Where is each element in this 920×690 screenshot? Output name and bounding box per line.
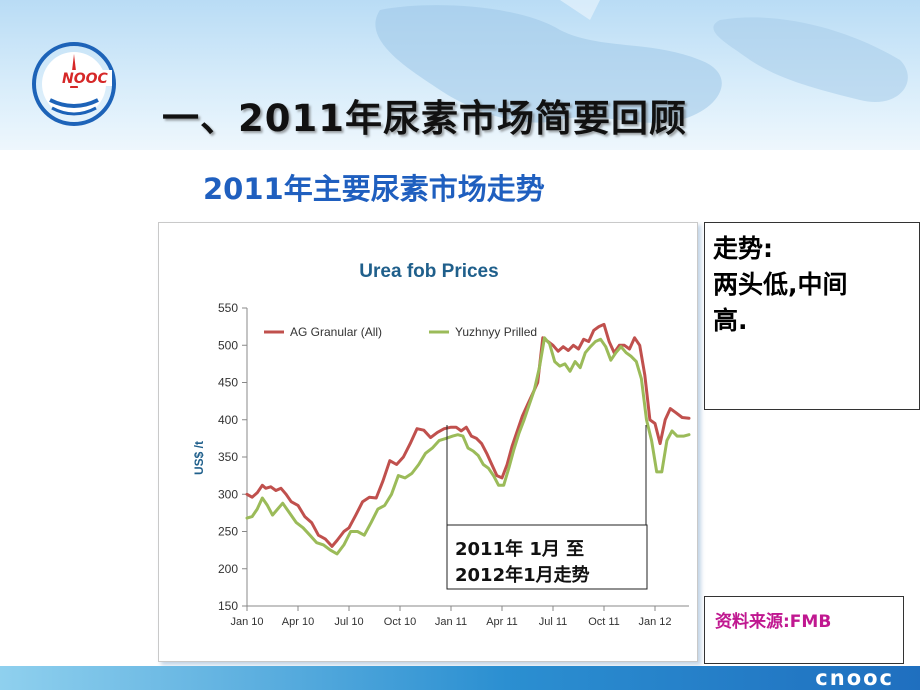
trend-line-1: 走势: (713, 234, 773, 263)
footer-logo: cnooc (815, 666, 894, 690)
y-tick-label: 450 (218, 376, 238, 390)
trend-line-2: 两头低,中间 (713, 270, 848, 299)
logo-text: NOOC (62, 71, 109, 87)
series-line-ag-granular (245, 322, 691, 548)
y-tick-label: 250 (218, 525, 238, 539)
legend-label-ag: AG Granular (All) (290, 325, 382, 339)
chart-panel: Urea fob Prices US$ /t 150 200 250 300 350 40… (158, 222, 698, 662)
world-map-background (375, 0, 908, 123)
x-tick-label: Oct 10 (384, 616, 416, 628)
section-subtitle: 2011年主要尿素市场走势 (203, 172, 545, 206)
footer-bar: cnooc (0, 666, 920, 690)
x-tick-label: Oct 11 (588, 616, 620, 628)
x-tick-label: Jul 10 (334, 616, 363, 628)
y-tick-label: 350 (218, 450, 238, 464)
y-tick-label: 400 (218, 413, 238, 427)
series-layer (245, 322, 691, 556)
y-tick-label: 200 (218, 562, 238, 576)
urea-price-chart: Urea fob Prices US$ /t 150 200 250 300 350 40… (192, 261, 691, 628)
y-axis-label: US$ /t (192, 441, 206, 475)
annotation-box (446, 524, 648, 590)
x-tick-label: Jul 11 (539, 616, 568, 628)
slide-header: NOOC 一、2011年尿素市场简要回顾 (0, 0, 920, 150)
x-tick-label: Jan 10 (230, 616, 263, 628)
source-box: 资料来源:FMB (704, 596, 904, 664)
chart-title: Urea fob Prices (359, 261, 498, 282)
chart-legend: AG Granular (All) Yuzhnyy Prilled (264, 325, 537, 339)
y-tick-label: 550 (218, 301, 238, 315)
axes-layer: 150 200 250 300 350 400 450 500 550 Jan 10 Apr 10 J… (218, 301, 689, 628)
y-tick-label: 150 (218, 599, 238, 613)
x-tick-label: Jan 11 (435, 616, 467, 628)
page-title: 一、2011年尿素市场简要回顾 (162, 97, 687, 140)
trend-line-3: 高. (713, 306, 748, 335)
series-line-yuzhnyy-prilled (245, 336, 691, 556)
x-tick-label: Jan 12 (638, 616, 671, 628)
x-tick-label: Apr 10 (282, 616, 314, 628)
annotation-line-1: 2011年 1月 至 (455, 538, 584, 560)
legend-label-yuzhnyy: Yuzhnyy Prilled (455, 325, 537, 339)
y-axis-label-group: US$ /t (192, 441, 206, 475)
annotation-layer: 2011年 1月 至 2012年1月走势 (446, 425, 648, 590)
x-tick-label: Apr 11 (486, 616, 518, 628)
source-text: 资料来源:FMB (715, 612, 832, 632)
y-tick-label: 300 (218, 487, 238, 501)
annotation-line-2: 2012年1月走势 (455, 564, 590, 586)
y-tick-label: 500 (218, 338, 238, 352)
company-logo: NOOC (32, 42, 116, 126)
trend-summary-box: 走势: 两头低,中间 高. (704, 222, 920, 410)
